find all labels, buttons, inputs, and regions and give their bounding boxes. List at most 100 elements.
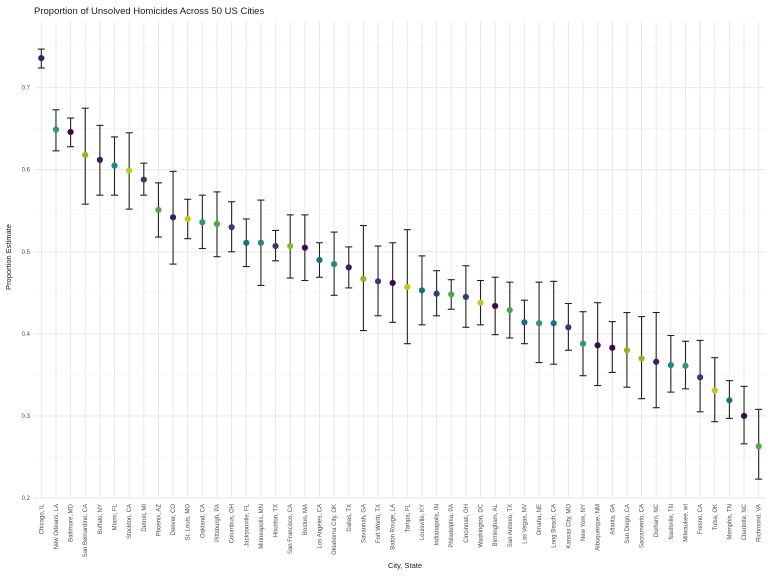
data-point — [52, 126, 60, 133]
y-tick-label: 0.2 — [22, 496, 31, 502]
x-tick-label: Indianapolis, IN — [435, 504, 441, 545]
x-tick-label: Nashville, TN — [669, 504, 675, 540]
gridlines — [34, 22, 766, 499]
x-tick-label: Louisville, KY — [420, 504, 426, 540]
x-tick-label: Detroit, MI — [142, 504, 148, 532]
x-tick-label: Stockton, CA — [127, 504, 133, 539]
data-point — [199, 219, 206, 226]
data-point — [404, 283, 411, 291]
x-axis-title: City, State — [388, 561, 422, 570]
x-tick-label: Birmingham, AL — [493, 503, 499, 546]
data-point — [477, 299, 484, 306]
data-point — [155, 206, 162, 214]
data-point — [140, 176, 147, 183]
data-point — [228, 224, 235, 231]
x-tick-label: Tampa, FL — [405, 503, 411, 532]
data-point — [257, 239, 265, 246]
data-point — [726, 397, 733, 404]
data-point — [67, 128, 74, 136]
x-tick-label: Minneapolis, MN — [259, 504, 265, 549]
data-point — [535, 320, 543, 327]
x-tick-label: San Diego, CA — [625, 504, 631, 544]
data-point — [184, 215, 191, 223]
data-point — [301, 244, 308, 251]
x-tick-label: New Orleans, LA — [54, 504, 60, 549]
x-tick-label: Chicago, IL — [39, 503, 45, 534]
x-tick-label: Tulsa, OK — [713, 504, 719, 530]
x-tick-label: Long Beach, CA — [552, 504, 558, 548]
x-tick-label: Buffalo, NY — [98, 504, 104, 534]
data-point — [316, 256, 323, 264]
data-point — [38, 55, 45, 62]
x-tick-label: Sacramento, CA — [640, 504, 646, 548]
data-point — [755, 443, 762, 450]
data-point — [345, 264, 352, 271]
x-tick-label: Jacksonville, FL — [244, 503, 250, 546]
y-tick-label: 0.3 — [22, 414, 31, 420]
data-point — [638, 355, 645, 362]
x-tick-label: Savannah, GA — [361, 504, 367, 543]
y-axis-title: Proportion Estimate — [4, 224, 13, 290]
x-tick-label: Denver, CO — [171, 504, 177, 536]
x-tick-label: Atlanta, GA — [610, 504, 616, 535]
data-point — [272, 242, 279, 250]
data-point — [740, 412, 748, 420]
data-point — [169, 214, 177, 221]
data-point — [374, 278, 382, 285]
data-point — [521, 319, 528, 326]
data-point — [711, 387, 718, 394]
x-tick-label: San Antonio, TX — [508, 504, 514, 547]
x-tick-label: Fort Worth, TX — [376, 504, 382, 543]
x-tick-label: Albuquerque, NM — [596, 504, 602, 551]
x-tick-label: Milwaukee, wI — [683, 504, 689, 542]
x-tick-label: Phoenix, AZ — [156, 504, 162, 537]
x-tick-label: Fresno, CA — [698, 504, 704, 534]
x-axis-tick-labels: Chicago, IL New Orleans, LA Baltimore, MD S… — [39, 503, 762, 557]
x-tick-label: Kansas City, MO — [566, 504, 572, 549]
chart-title: Proportion of Unsolved Homicides Across … — [34, 6, 264, 17]
x-tick-label: Memphis, TN — [727, 504, 733, 540]
x-tick-label: Pittsburgh, PA — [215, 504, 221, 542]
y-tick-label: 0.4 — [22, 332, 31, 338]
data-point — [96, 156, 103, 163]
x-tick-label: Baltimore, MD — [69, 503, 75, 542]
x-tick-label: Miami, FL — [113, 503, 119, 530]
data-point — [492, 302, 499, 310]
y-tick-label: 0.5 — [22, 250, 31, 256]
data-point — [360, 275, 367, 282]
x-tick-label: Durham, NC — [654, 503, 660, 537]
data-points — [38, 55, 762, 450]
data-point — [667, 361, 674, 369]
data-point — [331, 261, 338, 268]
x-tick-label: Washington, DC — [479, 503, 485, 547]
y-tick-label: 0.7 — [22, 86, 31, 92]
x-tick-label: Oklahoma City, OK — [332, 504, 338, 555]
x-tick-label: Las Vegas, NV — [522, 504, 528, 544]
data-point — [594, 342, 601, 349]
data-point — [213, 220, 221, 227]
x-tick-label: Richmond, VA — [757, 504, 763, 542]
x-tick-label: Los Angeles, CA — [317, 504, 323, 548]
y-axis-tick-labels: 0.2 0.3 0.4 0.5 0.6 0.7 — [22, 86, 31, 502]
data-point — [287, 242, 294, 250]
data-point — [697, 374, 704, 381]
data-point — [126, 167, 133, 174]
x-tick-label: Houston, TX — [274, 504, 280, 537]
x-tick-label: Boston, MA — [303, 504, 309, 535]
data-point — [682, 362, 689, 369]
data-point — [433, 290, 440, 297]
data-point — [82, 151, 89, 159]
x-tick-label: New York, NY — [581, 504, 587, 541]
x-tick-label: Dallas, TX — [347, 504, 353, 532]
data-point — [111, 162, 118, 169]
y-tick-label: 0.6 — [22, 168, 31, 174]
data-point — [418, 287, 426, 294]
x-tick-label: Philadelphia, PA — [449, 504, 455, 548]
x-tick-label: San Francisco, CA — [288, 504, 294, 554]
x-tick-label: Columbus, OH — [230, 504, 236, 543]
x-tick-label: Baton Rouge, LA — [391, 504, 397, 550]
x-tick-label: Omaha, NE — [537, 504, 543, 535]
data-point — [653, 358, 660, 365]
